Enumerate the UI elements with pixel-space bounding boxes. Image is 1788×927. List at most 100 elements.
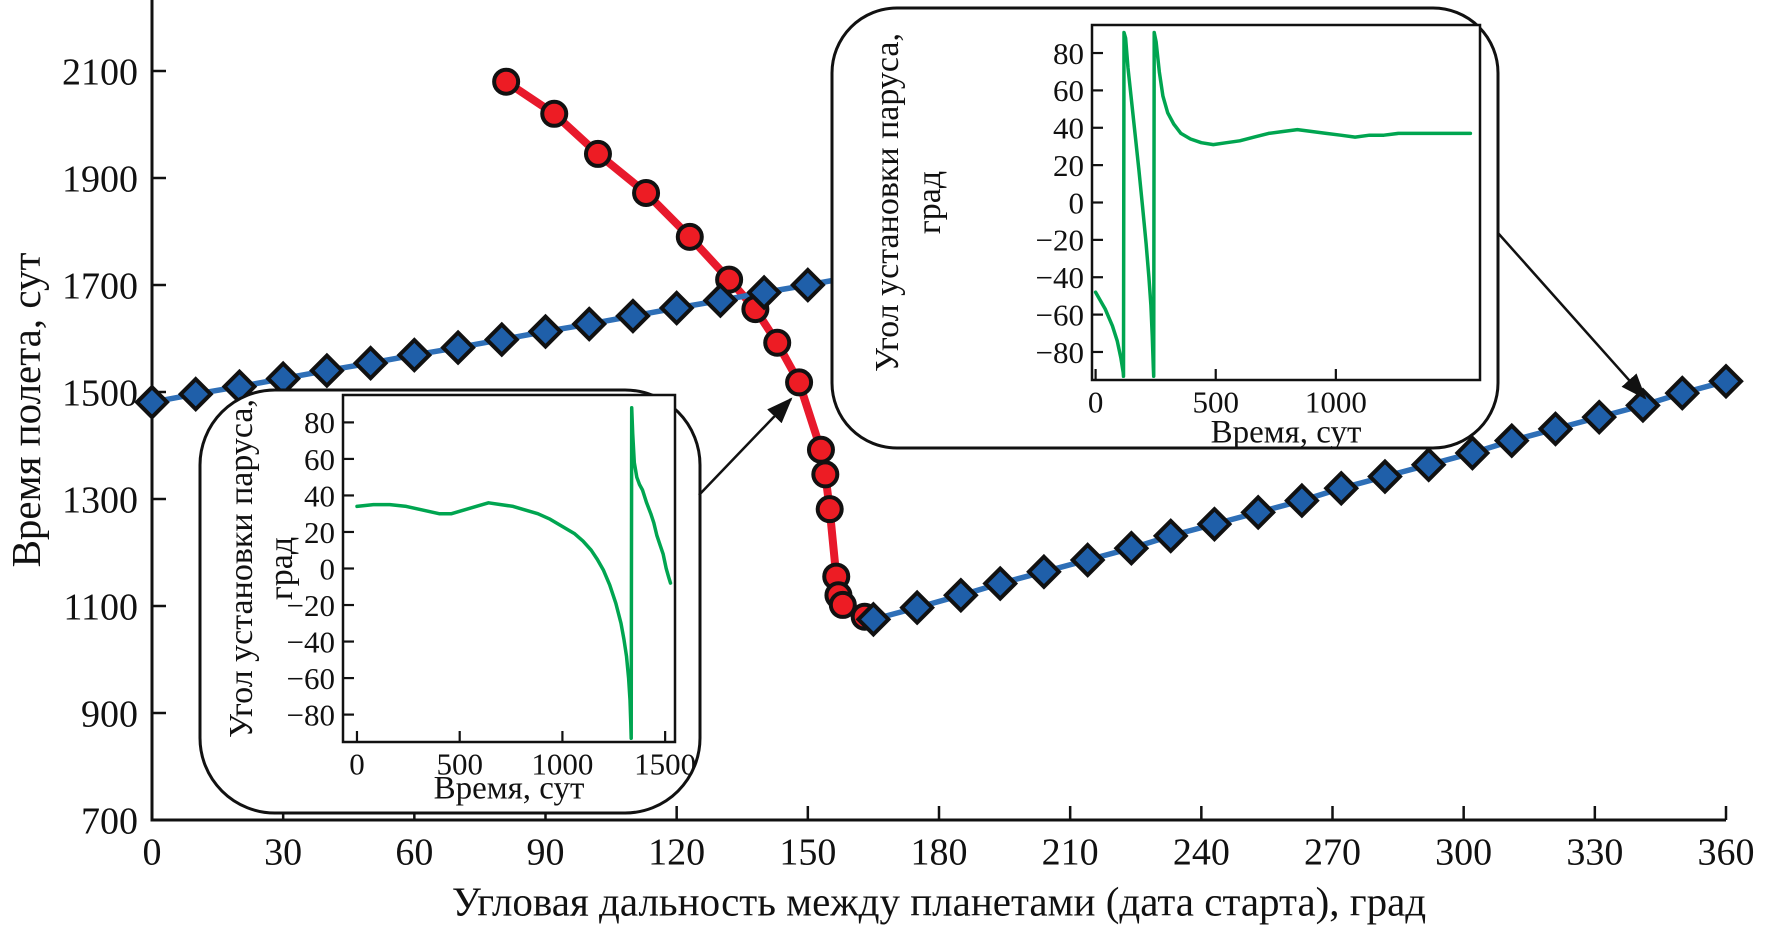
inset-x-tick-label: 1500	[634, 746, 696, 781]
main-x-tick-label: 180	[911, 831, 968, 873]
inset-y-tick-label: −40	[1036, 260, 1084, 295]
blue-diamond-marker	[1284, 482, 1320, 519]
main-x-tick-label: 360	[1698, 831, 1755, 873]
red-circle-marker	[828, 590, 857, 619]
red-circle-marker	[583, 139, 612, 168]
inset-y-axis-title-line: Угол установки паруса,	[869, 33, 906, 372]
blue-diamond-marker	[982, 565, 1019, 602]
red-circle-marker	[785, 368, 814, 397]
main-y-tick-label: 1100	[63, 586, 138, 628]
inset-x-tick-label: 1000	[531, 746, 593, 781]
main-x-tick-label: 240	[1173, 831, 1230, 873]
blue-diamond-marker	[1410, 446, 1447, 483]
main-y-tick-label: 700	[81, 800, 138, 842]
red-circle-marker	[806, 435, 835, 464]
inset-x-tick-label: 0	[1088, 384, 1104, 419]
red-circle-marker	[540, 99, 569, 128]
blue-diamond-marker	[899, 589, 935, 626]
main-y-tick-label: 1700	[62, 265, 138, 307]
main-x-tick-label: 30	[264, 831, 302, 873]
red-circle-marker	[815, 495, 844, 524]
main-y-tick-label: 900	[81, 693, 138, 735]
red-circle-marker	[632, 178, 661, 207]
arrow-inset-bottom-left-to-red-curve	[698, 397, 793, 496]
inset-y-tick-label: −40	[287, 624, 335, 659]
inset-x-axis-title: Время, сут	[434, 770, 585, 806]
blue-diamond-marker	[134, 384, 170, 420]
inset-y-tick-label: 80	[304, 405, 335, 440]
inset-bottom-left: 0 500 1000 1500806040200−20−40−60−80Время, …	[198, 388, 702, 815]
blue-diamond-marker	[1152, 518, 1189, 554]
main-x-axis-title: Угловая дальность между планетами (дата …	[452, 879, 1426, 925]
inset-y-tick-label: 40	[1053, 111, 1084, 146]
blue-diamond-marker	[1708, 363, 1744, 400]
inset-x-tick-label: 500	[436, 746, 483, 781]
inset-y-tick-label: −60	[287, 661, 335, 696]
inset-y-tick-label: 0	[1069, 185, 1085, 220]
blue-diamond-marker	[571, 306, 608, 342]
main-x-tick-label: 60	[395, 831, 433, 873]
inset-y-tick-label: 40	[304, 478, 335, 513]
blue-diamond-marker	[1323, 470, 1360, 507]
blue-diamond-marker	[396, 337, 433, 373]
blue-diamond-marker	[1113, 530, 1150, 567]
sail-angle-curve	[1093, 30, 1473, 379]
blue-diamond-marker	[1581, 399, 1618, 435]
blue-diamond-marker	[855, 601, 892, 638]
blue-diamond-marker	[440, 329, 476, 366]
main-y-tick-label: 1900	[62, 158, 138, 200]
inset-y-axis-title-line: Угол установки паруса,	[223, 399, 260, 738]
blue-diamond-marker	[1664, 375, 1701, 411]
main-x-tick-label: 0	[143, 831, 162, 873]
main-plot: 0 30 60 90 120 150 180 210 240 270 300 330 360 700 900…	[3, 0, 1755, 925]
blue-diamond-marker	[1240, 494, 1277, 531]
main-x-tick-label: 270	[1304, 831, 1361, 873]
blue-diamond-marker	[1367, 458, 1403, 495]
main-y-axis-title: Время полета, сут	[3, 253, 49, 568]
inset-y-tick-label: 60	[1053, 73, 1084, 108]
main-x-tick-label: 330	[1566, 831, 1623, 873]
main-x-tick-label: 120	[648, 831, 705, 873]
inset-y-tick-label: −20	[1036, 223, 1084, 258]
blue-diamond-marker	[177, 376, 214, 412]
inset-y-tick-label: −80	[1036, 335, 1084, 370]
blue-diamond-marker	[746, 274, 782, 311]
inset-x-tick-label: 1000	[1305, 384, 1367, 419]
inset-y-tick-label: 0	[320, 551, 336, 586]
blue-diamond-marker	[790, 267, 826, 303]
main-x-tick-label: 300	[1435, 831, 1492, 873]
blue-diamond-marker	[658, 290, 695, 326]
red-circle-marker	[763, 328, 792, 357]
inset-y-axis-title-line: град	[911, 171, 948, 234]
inset-y-tick-label: 20	[1053, 148, 1084, 183]
blue-diamond-marker	[702, 282, 739, 319]
blue-diamond-marker	[1026, 553, 1062, 590]
blue-diamond-marker	[1196, 506, 1233, 542]
red-circle-marker	[675, 222, 704, 251]
inset-y-tick-label: −20	[287, 588, 335, 623]
inset-y-tick-label: 60	[304, 442, 335, 477]
blue-diamond-marker	[1069, 542, 1106, 578]
main-x-tick-label: 150	[779, 831, 836, 873]
main-y-tick-label: 1500	[62, 372, 138, 414]
inset-y-tick-label: 20	[304, 515, 335, 550]
inset-x-tick-label: 500	[1192, 384, 1239, 419]
blue-diamond-marker	[1537, 411, 1574, 447]
red-circle-marker	[811, 460, 840, 489]
blue-diamond-marker	[527, 313, 564, 350]
inset-x-axis-title: Время, сут	[1211, 414, 1362, 450]
annotation-arrows	[698, 232, 1647, 496]
sail-angle-curve	[355, 406, 673, 741]
main-y-tick-label: 2100	[62, 51, 138, 93]
blue-diamond-marker	[943, 577, 979, 614]
blue-diamond-marker	[1454, 435, 1491, 471]
blue-diamond-marker	[309, 352, 345, 389]
inset-y-tick-label: 80	[1053, 36, 1084, 71]
red-circle-marker	[492, 67, 521, 96]
inset-y-tick-label: −60	[1036, 297, 1084, 332]
blue-diamond-marker	[1493, 422, 1530, 459]
blue-diamond-marker	[483, 321, 520, 358]
blue-diamond-marker	[615, 298, 651, 334]
